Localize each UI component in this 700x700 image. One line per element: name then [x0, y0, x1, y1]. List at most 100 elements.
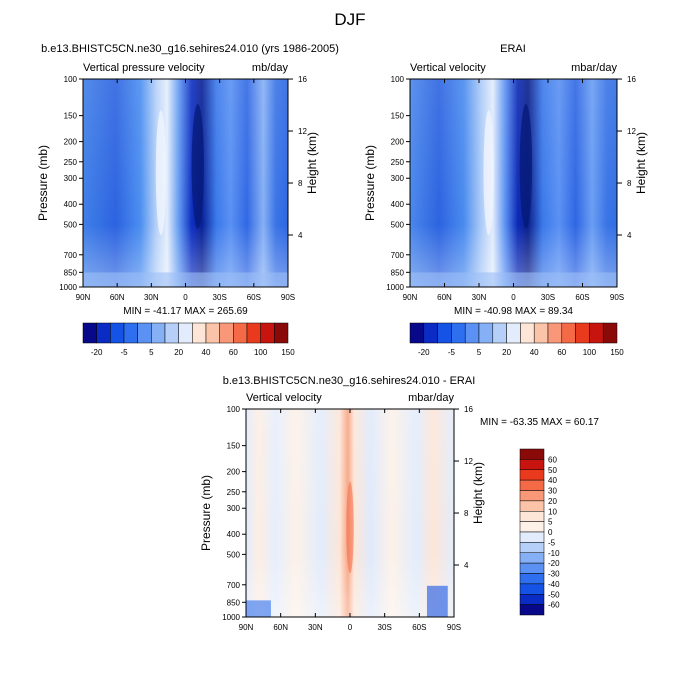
- field-label: Vertical pressure velocity: [83, 62, 205, 74]
- min-max-stats: MIN = -40.98 MAX = 89.34: [454, 306, 573, 317]
- y-axis-label: Pressure (mb): [199, 475, 213, 551]
- colorbar-box: [451, 322, 466, 344]
- colorbar-label: -50: [548, 590, 560, 599]
- colorbar-box: [178, 322, 193, 344]
- colorbar: -20 -5 5 20 40 60 100 150: [409, 322, 624, 357]
- units-label: mbar/day: [571, 62, 617, 74]
- y-axis-label: Pressure (mb): [363, 145, 377, 221]
- colorbar-label: -5: [448, 348, 456, 357]
- colorbar-label: 40: [548, 476, 557, 485]
- colorbar-box: [233, 322, 248, 344]
- y-tick-label: 300: [227, 504, 241, 513]
- colorbar-label: 40: [530, 348, 539, 357]
- x-tick-label: 90N: [239, 623, 254, 632]
- x-tick-label: 60S: [575, 293, 589, 302]
- colorbar-label: 20: [502, 348, 511, 357]
- colorbar-box: [205, 322, 220, 344]
- y2-tick-label: 4: [464, 561, 469, 570]
- colorbar-label: -5: [120, 348, 128, 357]
- y-tick-label: 1000: [59, 283, 77, 292]
- x-tick-label: 30S: [541, 293, 555, 302]
- colorbar-label: -20: [91, 348, 103, 357]
- colorbar-box: [423, 322, 438, 344]
- y-tick-label: 850: [227, 598, 241, 607]
- y-tick-label: 1000: [386, 283, 404, 292]
- colorbar-box: [519, 448, 545, 460]
- y-tick-label: 400: [64, 200, 78, 209]
- x-tick-label: 0: [348, 623, 353, 632]
- y-tick-label: 150: [227, 442, 241, 451]
- colorbar-box: [82, 322, 97, 344]
- colorbar-label: 150: [281, 348, 295, 357]
- y-tick-label: 200: [64, 138, 78, 147]
- colorbar-box: [437, 322, 452, 344]
- y-tick-label: 500: [391, 220, 405, 229]
- y-tick-label: 250: [391, 158, 405, 167]
- colorbar-box: [519, 521, 545, 533]
- x-tick-label: 30N: [144, 293, 159, 302]
- y-tick-label: 100: [64, 75, 78, 84]
- colorbar-box: [151, 322, 166, 344]
- colorbar-box: [110, 322, 125, 344]
- colorbar-box: [519, 490, 545, 502]
- colorbar: -20 -5 5 20 40 60 100 150: [82, 322, 295, 357]
- colorbar-label: 5: [149, 348, 154, 357]
- colorbar-box: [464, 322, 480, 344]
- y-tick-label: 1000: [222, 613, 240, 622]
- y-tick-label: 400: [391, 200, 405, 209]
- y-tick-label: 200: [227, 468, 241, 477]
- y-tick-label: 150: [391, 112, 405, 121]
- colorbar-label: 0: [548, 528, 553, 537]
- x-tick-label: 60S: [412, 623, 426, 632]
- y2-axis-label: Height (km): [471, 462, 485, 524]
- colorbar-label: -40: [548, 580, 560, 589]
- colorbar-label: -20: [548, 559, 560, 568]
- negative-anomaly: [246, 600, 271, 617]
- colorbar-box: [519, 594, 545, 605]
- colorbar-label: 5: [548, 518, 553, 527]
- y-tick-label: 500: [227, 550, 241, 559]
- y-tick-label: 500: [64, 220, 78, 229]
- y-tick-label: 250: [64, 158, 78, 167]
- x-tick-label: 90N: [403, 293, 418, 302]
- boundary-layer: [83, 272, 288, 287]
- colorbar-label: -20: [418, 348, 430, 357]
- y2-axis-label: Height (km): [305, 132, 319, 194]
- colorbar-label: 5: [477, 348, 482, 357]
- contour-shading: [410, 79, 617, 287]
- colorbar-box: [519, 511, 545, 522]
- colorbar-box: [589, 322, 604, 344]
- y2-tick-label: 12: [627, 127, 636, 136]
- positive-anomaly: [346, 481, 354, 574]
- units-label: mb/day: [252, 62, 289, 74]
- y2-tick-label: 12: [298, 127, 307, 136]
- colorbar-box: [409, 322, 425, 344]
- x-tick-label: 90N: [76, 293, 91, 302]
- colorbar-box: [519, 542, 545, 553]
- ascent-core: [483, 110, 494, 235]
- colorbar-label: 60: [557, 348, 566, 357]
- x-tick-label: 90S: [447, 623, 461, 632]
- contour-shading: [83, 79, 288, 287]
- colorbar-label: 60: [548, 455, 557, 464]
- colorbar-box: [533, 322, 549, 344]
- y2-tick-label: 8: [464, 509, 469, 518]
- units-label: mbar/day: [408, 392, 454, 404]
- colorbar-box: [192, 322, 207, 344]
- colorbar-box: [602, 322, 618, 344]
- y-tick-label: 300: [64, 174, 78, 183]
- boundary-layer: [410, 272, 617, 287]
- colorbar-box: [520, 322, 535, 344]
- panel-2: ERAI Vertical velocity mbar/day 90N 60N 30N 0 3…: [363, 43, 648, 357]
- colorbar-box: [575, 322, 590, 344]
- colorbar-label: 150: [610, 348, 624, 357]
- colorbar-label: 10: [548, 507, 557, 516]
- y-tick-label: 250: [227, 488, 241, 497]
- colorbar-label: 100: [583, 348, 597, 357]
- x-tick-label: 60S: [247, 293, 261, 302]
- colorbar-box: [519, 573, 545, 585]
- colorbar-box: [246, 322, 261, 344]
- x-tick-label: 60N: [273, 623, 288, 632]
- colorbar-box: [274, 322, 289, 344]
